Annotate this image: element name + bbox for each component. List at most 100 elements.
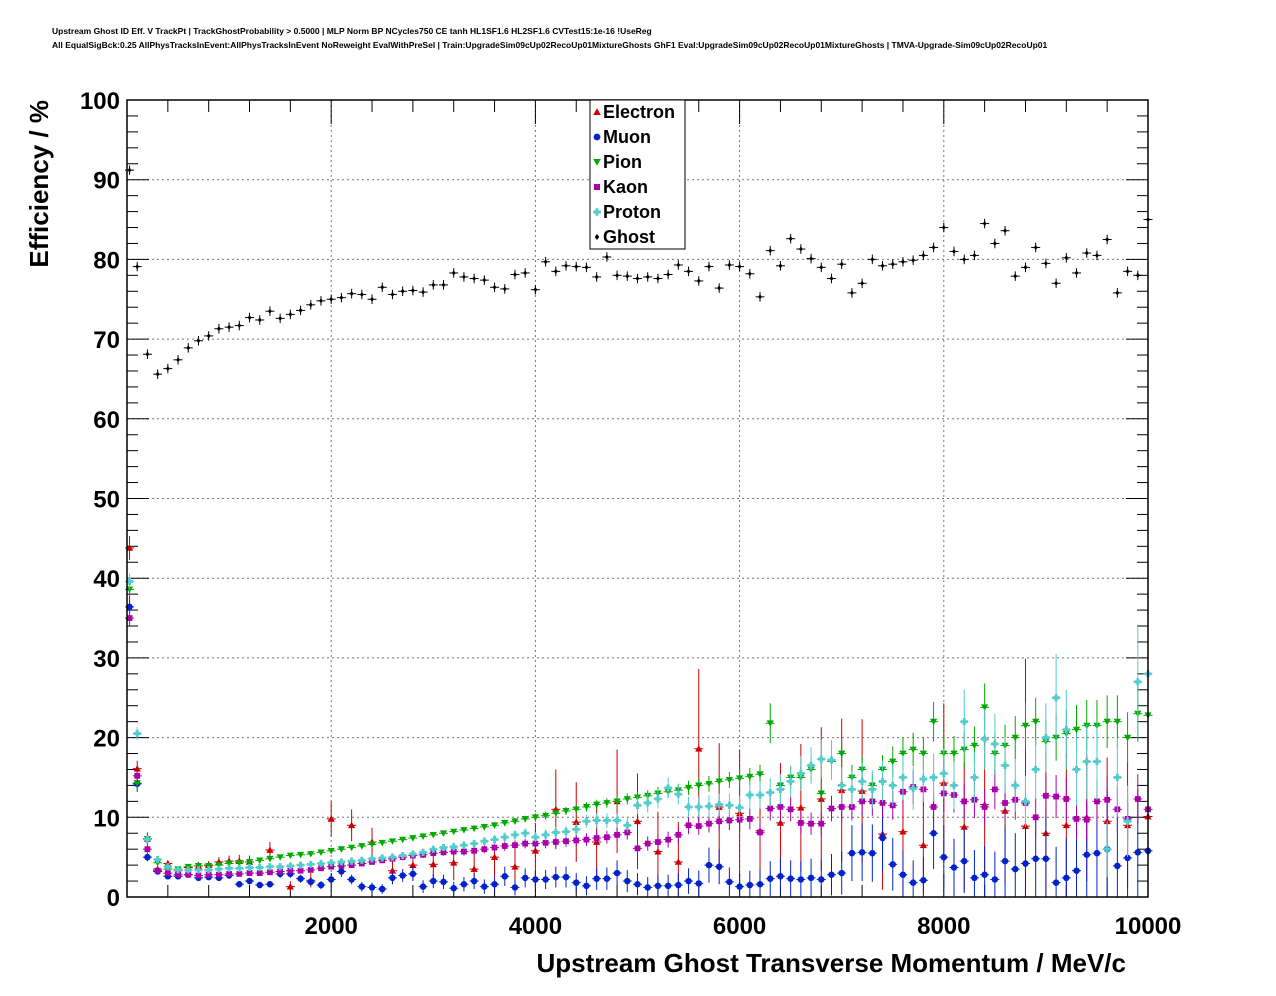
kaon-point — [175, 871, 181, 878]
kaon-point — [256, 870, 263, 876]
kaon-point — [287, 867, 294, 874]
ghost-point — [380, 284, 385, 290]
kaon-point — [126, 615, 133, 621]
kaon-point — [797, 819, 804, 826]
kaon-point — [665, 836, 672, 843]
proton-point — [1042, 734, 1050, 742]
pion-point — [286, 852, 294, 860]
ghost-point — [564, 263, 568, 269]
kaon-point — [450, 848, 457, 855]
pion-point — [695, 782, 703, 790]
proton-point — [940, 769, 948, 778]
ghost-point — [788, 236, 793, 242]
proton-point — [368, 855, 376, 863]
muon-point — [1073, 867, 1080, 874]
ghost-point — [492, 284, 497, 290]
ghost-point — [462, 274, 466, 280]
ghost-point — [441, 282, 446, 288]
ghost-point — [849, 290, 854, 296]
kaon-point — [634, 845, 641, 852]
electron-point — [695, 745, 703, 752]
muon-point — [828, 871, 835, 878]
kaon-point — [185, 871, 192, 878]
ghost-point — [359, 291, 364, 298]
legend-marker-electron — [593, 108, 601, 116]
ghost-point — [1003, 228, 1007, 234]
ghost-point — [410, 287, 415, 294]
proton-point — [684, 803, 693, 811]
proton-point — [950, 781, 958, 790]
muon-point — [644, 884, 651, 891]
x-axis-title: Upstream Ghost Transverse Momentum / MeV… — [536, 948, 1126, 978]
proton-point — [817, 755, 825, 763]
muon-point — [797, 876, 805, 883]
pion-point — [981, 704, 989, 711]
pion-point — [919, 750, 927, 758]
x-tick-label: 8000 — [917, 913, 970, 940]
kaon-point — [328, 863, 335, 870]
ghost-point — [451, 270, 456, 276]
pion-point — [899, 750, 907, 758]
proton-point — [125, 577, 134, 585]
kaon-point — [1063, 796, 1070, 802]
muon-point — [327, 876, 335, 883]
kaon-point — [961, 798, 968, 805]
ghost-point — [339, 295, 344, 301]
muon-point — [858, 849, 866, 856]
electron-point — [960, 823, 968, 830]
proton-point — [490, 836, 499, 844]
muon-point — [1001, 857, 1009, 865]
ghost-point — [676, 262, 681, 268]
legend-marker-muon — [593, 133, 601, 141]
ghost-point — [1033, 244, 1038, 251]
proton-point — [266, 863, 274, 871]
ghost-point — [127, 167, 132, 173]
pion-point — [419, 833, 427, 841]
muon-point — [991, 876, 999, 883]
ghost-point — [1074, 270, 1079, 276]
kaon-point — [828, 805, 835, 812]
pion-point — [838, 750, 846, 758]
kaon-point — [644, 840, 651, 847]
kaon-point — [981, 804, 988, 810]
proton-point — [1011, 781, 1019, 790]
kaon-point — [440, 849, 447, 856]
proton-point — [889, 781, 897, 790]
proton-point — [480, 837, 488, 845]
ghost-point — [594, 274, 599, 280]
ghost-point — [1023, 264, 1028, 270]
proton-point — [807, 761, 815, 770]
proton-point — [736, 804, 744, 812]
muon-point — [379, 885, 386, 893]
x-tick-label: 2000 — [305, 913, 358, 940]
muon-point — [1052, 879, 1060, 886]
pion-point — [542, 812, 550, 820]
pion-point — [378, 839, 386, 847]
ghost-point — [298, 307, 303, 313]
proton-point — [705, 802, 713, 810]
ghost-point — [747, 271, 752, 277]
y-tick-label: 90 — [93, 168, 120, 195]
muon-point — [297, 875, 304, 882]
muon-point — [583, 882, 590, 890]
x-tick-label: 6000 — [713, 913, 766, 940]
proton-point — [133, 730, 141, 738]
electron-point — [776, 819, 785, 826]
legend-label-proton: Proton — [603, 202, 661, 222]
muon-point — [879, 834, 886, 842]
proton-point — [317, 859, 325, 868]
proton-point — [460, 841, 468, 849]
proton-point — [174, 866, 182, 874]
electron-point — [1062, 821, 1070, 829]
proton-point — [766, 788, 774, 797]
muon-point — [726, 878, 733, 886]
proton-point — [868, 785, 876, 794]
ghost-point — [523, 270, 528, 276]
muon-point — [1012, 865, 1019, 873]
kaon-point — [1032, 814, 1039, 821]
muon-point — [940, 853, 948, 861]
kaon-point — [716, 818, 723, 825]
kaon-point — [787, 806, 794, 813]
kaon-point — [563, 838, 569, 845]
kaon-point — [1083, 816, 1090, 823]
